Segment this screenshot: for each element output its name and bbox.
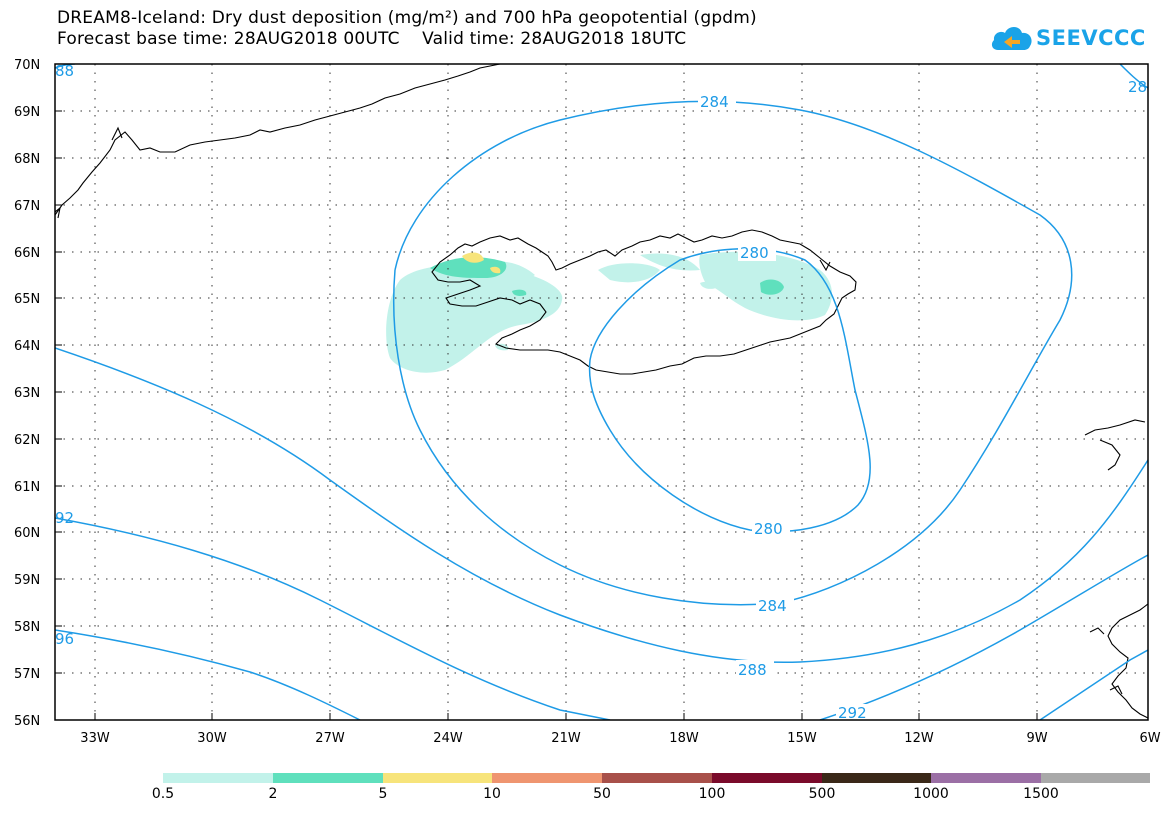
- legend-swatch: [712, 773, 822, 783]
- lon-label: 33W: [80, 731, 110, 746]
- lat-label: 70N: [14, 58, 40, 73]
- contour-296: [55, 629, 361, 720]
- legend-label: 1000: [913, 786, 949, 802]
- contour-label: 88: [55, 62, 74, 80]
- contour-label: 288: [738, 661, 767, 679]
- logo-text: SEEVCCC: [1036, 26, 1146, 50]
- legend-swatch: [492, 773, 602, 783]
- legend-label: 10: [483, 786, 501, 802]
- lon-label: 18W: [669, 731, 699, 746]
- legend-swatch: [1041, 773, 1150, 783]
- lat-label: 60N: [14, 526, 40, 541]
- lat-label: 56N: [14, 714, 40, 729]
- contour-288-west: [55, 347, 1148, 664]
- legend-swatch: [602, 773, 712, 783]
- legend-swatch: [163, 773, 273, 783]
- axis-ticks: [55, 63, 1038, 720]
- color-legend: [163, 773, 1150, 783]
- lon-label: 15W: [787, 731, 817, 746]
- contour-288-east: [819, 554, 1148, 720]
- legend-label: 100: [698, 786, 726, 802]
- lon-label: 6W: [1139, 731, 1160, 746]
- contour-label: 284: [700, 93, 729, 111]
- lat-label: 59N: [14, 573, 40, 588]
- seevccc-logo: SEEVCCC: [990, 20, 1145, 58]
- map-subtitle: Forecast base time: 28AUG2018 00UTC Vali…: [57, 29, 687, 49]
- cloud-icon: [991, 27, 1032, 50]
- contour-label: 280: [740, 244, 769, 262]
- contour-label: 292: [838, 704, 867, 722]
- lat-label: 57N: [14, 667, 40, 682]
- contour-label: 96: [55, 630, 74, 648]
- contour-labels: 284 280 280 284 288 292 92 96 88 28: [55, 62, 1147, 722]
- map-title: DREAM8-Iceland: Dry dust deposition (mg/…: [57, 8, 757, 28]
- legend-swatch: [931, 773, 1041, 783]
- lat-label: 69N: [14, 105, 40, 120]
- lon-label: 9W: [1026, 731, 1047, 746]
- lat-label: 67N: [14, 199, 40, 214]
- legend-label: 50: [593, 786, 611, 802]
- legend-swatch: [822, 773, 931, 783]
- lat-label: 62N: [14, 433, 40, 448]
- contour-292-east: [1039, 649, 1148, 720]
- lon-label: 30W: [197, 731, 227, 746]
- geopotential-contours: [55, 64, 1148, 720]
- lat-label: 64N: [14, 339, 40, 354]
- contour-label: 280: [754, 520, 783, 538]
- contour-label: 284: [758, 597, 787, 615]
- lat-label: 68N: [14, 152, 40, 167]
- greenland-coast: [55, 64, 501, 216]
- longitude-labels: 33W 30W 27W 24W 21W 18W 15W 12W 9W 6W: [80, 731, 1160, 746]
- lon-label: 21W: [551, 731, 581, 746]
- legend-label: 1500: [1023, 786, 1059, 802]
- legend-swatch: [383, 773, 492, 783]
- legend-label: 0.5: [151, 786, 175, 802]
- lat-label: 61N: [14, 480, 40, 495]
- legend-swatch: [273, 773, 383, 783]
- latitude-labels: 70N 69N 68N 67N 66N 65N 64N 63N 62N 61N …: [14, 58, 40, 729]
- coastlines: [55, 64, 1148, 719]
- lat-label: 58N: [14, 620, 40, 635]
- lat-label: 65N: [14, 292, 40, 307]
- legend-label: 500: [808, 786, 836, 802]
- contour-280: [588, 248, 871, 533]
- lon-label: 27W: [315, 731, 345, 746]
- lat-label: 63N: [14, 386, 40, 401]
- contour-284: [392, 100, 1073, 606]
- legend-label: 5: [378, 786, 388, 802]
- contour-label: 28: [1128, 78, 1147, 96]
- contour-label: 92: [55, 509, 74, 527]
- lat-label: 66N: [14, 246, 40, 261]
- lon-label: 12W: [904, 731, 934, 746]
- iceland-coast: [431, 229, 857, 375]
- graticule: [55, 64, 1148, 720]
- scotland-coast: [1107, 603, 1148, 719]
- dust-shading: [386, 251, 832, 373]
- contour-28: [1119, 64, 1148, 89]
- map-frame: [54, 63, 1149, 721]
- lon-label: 24W: [433, 731, 463, 746]
- legend-label: 2: [268, 786, 278, 802]
- contour-292: [55, 517, 611, 720]
